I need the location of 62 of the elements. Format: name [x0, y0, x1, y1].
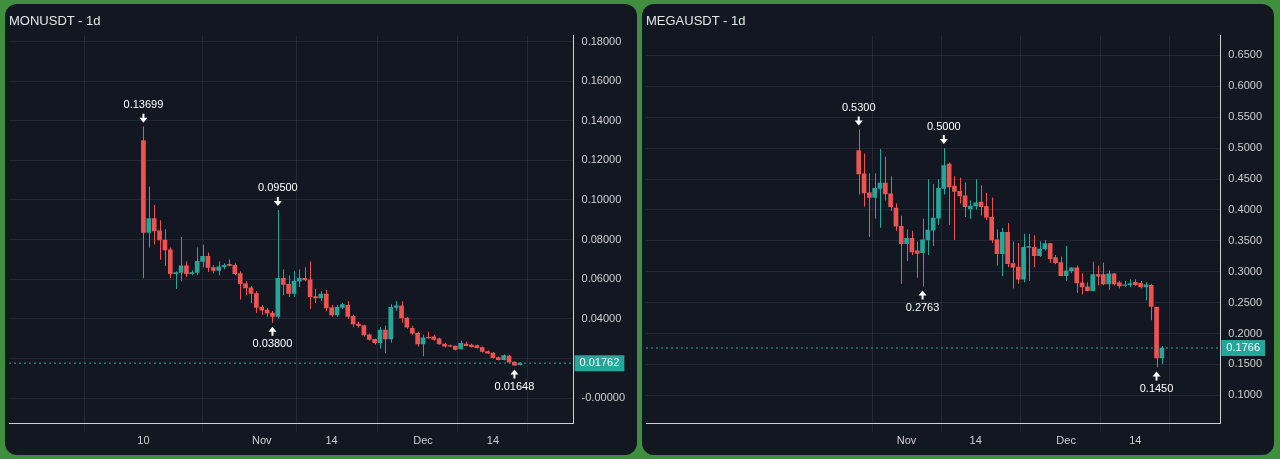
- chart-title: MEGAUSDT - 1d: [646, 13, 746, 29]
- y-tick-label: 0.5000: [1228, 141, 1263, 154]
- candlestick: [1031, 234, 1037, 268]
- y-tick-label: -0.00000: [581, 391, 626, 404]
- y-tick-label: 0.10000: [581, 193, 622, 206]
- candlestick: [383, 325, 388, 354]
- y-tick-label: 0.04000: [581, 311, 622, 324]
- annotation: 0.03800: [252, 337, 293, 350]
- ref-line-label: 0.1766: [1226, 341, 1261, 354]
- y-tick-label: 0.5500: [1228, 110, 1263, 123]
- y-tick-label: 0.6000: [1228, 79, 1263, 92]
- y-tick-label: 0.2500: [1228, 295, 1263, 308]
- candlestick: [399, 300, 404, 324]
- x-tick-label: Nov: [896, 434, 917, 447]
- y-tick-label: 0.3500: [1228, 233, 1263, 246]
- candlestick: [146, 186, 152, 249]
- y-tick-label: 0.4500: [1228, 172, 1263, 185]
- y-tick-label: 0.6500: [1228, 48, 1263, 61]
- candlestick: [151, 204, 157, 246]
- candlestick: [888, 175, 893, 212]
- candlestick: [914, 240, 920, 279]
- candlestick: [872, 172, 878, 220]
- y-tick-label: 0.1500: [1228, 357, 1263, 370]
- y-tick-label: 0.1000: [1228, 388, 1263, 401]
- x-tick-label: 14: [969, 434, 982, 447]
- x-tick-label: 14: [325, 434, 338, 447]
- candlestick: [930, 183, 936, 247]
- y-tick-label: 0.4000: [1228, 202, 1263, 215]
- candlestick: [1148, 283, 1154, 321]
- annotation: 0.13699: [123, 98, 164, 111]
- candlestick: [856, 129, 862, 195]
- y-tick-label: 0.18000: [581, 34, 622, 47]
- candlestick: [1090, 261, 1096, 292]
- y-tick-label: 0.2000: [1228, 326, 1263, 339]
- x-tick-label: Dec: [1056, 434, 1077, 447]
- x-tick-label: Dec: [413, 434, 434, 447]
- x-tick-label: 14: [486, 434, 500, 447]
- annotation: 0.5300: [841, 101, 876, 114]
- candlestick: [1074, 265, 1080, 294]
- chart-title: MONUSDT - 1d: [9, 13, 101, 29]
- candlestick: [1106, 269, 1112, 291]
- candlestick: [904, 228, 909, 262]
- ref-line-label: 0.01762: [579, 356, 620, 369]
- candlestick: [1015, 242, 1021, 285]
- annotation: 0.5000: [926, 119, 961, 132]
- annotation: 0.09500: [257, 181, 298, 194]
- annotation: 0.01648: [494, 379, 535, 392]
- y-tick-label: 0.08000: [581, 232, 622, 245]
- x-tick-label: 10: [137, 434, 150, 447]
- annotation: 0.2763: [905, 300, 940, 313]
- y-tick-label: 0.12000: [581, 153, 622, 166]
- candlestick: [157, 219, 162, 261]
- y-tick-label: 0.3000: [1228, 264, 1263, 277]
- y-tick-label: 0.14000: [581, 113, 622, 126]
- y-tick-label: 0.06000: [581, 272, 622, 285]
- candlestick: [920, 218, 925, 287]
- candlestick: [867, 172, 872, 238]
- annotation: 0.1450: [1139, 382, 1174, 395]
- x-tick-label: 14: [1129, 434, 1142, 447]
- x-tick-label: Nov: [251, 434, 272, 447]
- candlestick: [882, 156, 888, 202]
- y-tick-label: 0.16000: [581, 74, 622, 87]
